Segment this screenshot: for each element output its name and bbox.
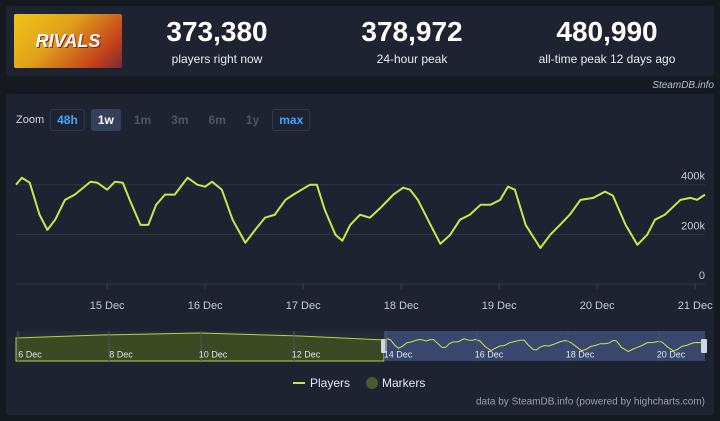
stat-label: all-time peak 12 days ago	[538, 52, 676, 66]
stats-panel	[6, 6, 714, 76]
zoom-button[interactable]: 6m	[208, 113, 226, 127]
navigator-label: 12 Dec	[292, 349, 321, 359]
navigator-handle[interactable]	[701, 339, 707, 353]
stat-label: players right now	[171, 52, 263, 66]
navigator-label: 6 Dec	[18, 349, 42, 359]
navigator-label: 16 Dec	[475, 349, 504, 359]
x-tick-label: 18 Dec	[384, 300, 419, 312]
player-line	[15, 176, 706, 249]
legend-label: Markers	[382, 376, 425, 390]
zoom-button[interactable]: max	[272, 109, 311, 131]
x-tick-label: 17 Dec	[286, 300, 321, 312]
game-logo: RIVALS	[14, 14, 122, 68]
stat-label: 24-hour peak	[376, 52, 448, 66]
zoom-button[interactable]: 1m	[133, 113, 152, 127]
navigator-label: 14 Dec	[384, 349, 413, 359]
navigator-label: 10 Dec	[199, 349, 228, 359]
navigator-history	[15, 332, 385, 362]
y-tick-label: 400k	[681, 171, 705, 183]
x-tick-label: 15 Dec	[90, 300, 125, 312]
footer-credit: data by SteamDB.info (powered by highcha…	[476, 397, 705, 408]
stat-value: 378,972	[361, 16, 463, 47]
navigator-line	[383, 338, 706, 353]
x-tick-label: 21 Dec	[678, 300, 713, 312]
zoom-label: Zoom	[16, 114, 45, 126]
y-tick-label: 200k	[681, 220, 705, 232]
stat: 378,972 24-hour peak	[317, 16, 507, 66]
zoom-button[interactable]: 3m	[171, 113, 189, 127]
y-tick-label: 0	[699, 270, 705, 282]
source-link[interactable]: SteamDB.info	[652, 80, 714, 91]
x-tick-label: 19 Dec	[482, 300, 517, 312]
stat: 373,380 players right now	[122, 16, 312, 66]
zoom-button[interactable]: 1y	[245, 113, 260, 127]
x-tick-label: 20 Dec	[580, 300, 615, 312]
navigator-label: 18 Dec	[566, 349, 595, 359]
zoom-bar: Zoom 48h 1w 1m 3m 6m 1y max	[16, 109, 311, 131]
x-tick-label: 16 Dec	[188, 300, 223, 312]
navigator-label: 8 Dec	[109, 349, 133, 359]
legend-label: Players	[310, 376, 350, 390]
zoom-button[interactable]: 48h	[50, 109, 85, 131]
zoom-button[interactable]: 1w	[90, 109, 121, 131]
stat-value: 480,990	[556, 16, 658, 47]
stat-value: 373,380	[166, 16, 268, 47]
legend-swatch	[366, 377, 378, 389]
navigator-label: 20 Dec	[657, 349, 686, 359]
stat: 480,990 all-time peak 12 days ago	[512, 16, 702, 66]
